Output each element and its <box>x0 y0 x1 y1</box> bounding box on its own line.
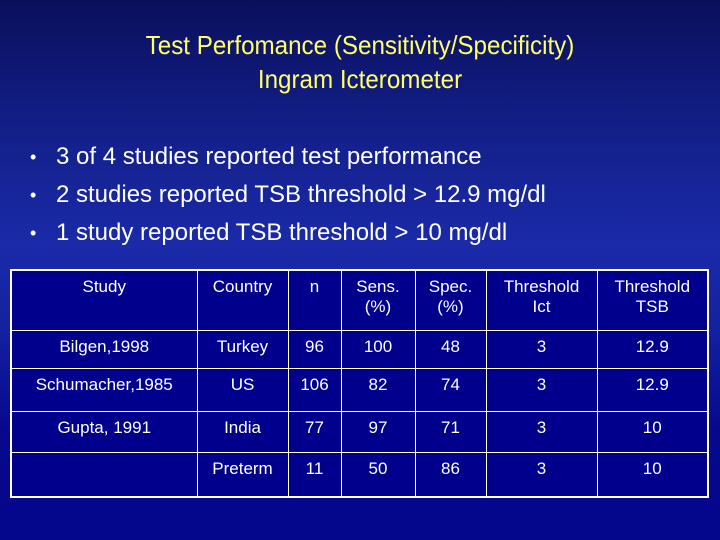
cell-threshold-ict: 3 <box>485 330 598 369</box>
bullet-item: • 1 study reported TSB threshold > 10 mg… <box>30 214 546 252</box>
table-row: Gupta, 1991 India 77 97 71 3 10 <box>10 411 709 453</box>
cell-study <box>10 452 198 498</box>
cell-study: Gupta, 1991 <box>10 411 198 453</box>
cell-n: 77 <box>287 411 342 453</box>
cell-country: US <box>196 368 289 412</box>
cell-n: 96 <box>287 330 342 369</box>
cell-n: 11 <box>287 452 342 498</box>
bullet-list: • 3 of 4 studies reported test performan… <box>30 138 546 252</box>
table-row: Bilgen,1998 Turkey 96 100 48 3 12.9 <box>10 330 709 369</box>
cell-spec: 74 <box>414 368 487 412</box>
cell-threshold-tsb: 12.9 <box>596 368 709 412</box>
bullet-text: 1 study reported TSB threshold > 10 mg/d… <box>56 219 508 246</box>
bullet-icon: • <box>30 223 37 243</box>
cell-study: Schumacher,1985 <box>10 368 198 412</box>
cell-sens: 100 <box>340 330 416 369</box>
header-sensitivity: Sens. (%) <box>340 269 416 331</box>
header-study: Study <box>10 269 198 331</box>
cell-study: Bilgen,1998 <box>10 330 198 369</box>
title-line-2: Ingram Icterometer <box>257 64 463 94</box>
bullet-item: • 3 of 4 studies reported test performan… <box>30 138 546 176</box>
cell-country: India <box>196 411 289 453</box>
bullet-icon: • <box>30 147 37 167</box>
header-threshold-tsb: Threshold TSB <box>596 269 709 331</box>
cell-n: 106 <box>287 368 342 412</box>
bullet-icon: • <box>30 185 37 205</box>
slide-title: Test Perfomance (Sensitivity/Specificity… <box>25 28 695 96</box>
table-row: Preterm 11 50 86 3 10 <box>10 452 709 498</box>
cell-country: Turkey <box>196 330 289 369</box>
cell-sens: 50 <box>340 452 416 498</box>
header-specificity: Spec. (%) <box>414 269 487 331</box>
cell-threshold-ict: 3 <box>485 452 598 498</box>
study-performance-table: Study Country n Sens. (%) Spec. (%) Thresh… <box>10 269 709 498</box>
cell-threshold-tsb: 10 <box>596 411 709 453</box>
cell-threshold-tsb: 12.9 <box>596 330 709 369</box>
bullet-item: • 2 studies reported TSB threshold > 12.… <box>30 176 546 214</box>
cell-country: Preterm <box>196 452 289 498</box>
table-row: Schumacher,1985 US 106 82 74 3 12.9 <box>10 368 709 412</box>
header-country: Country <box>196 269 289 331</box>
cell-threshold-ict: 3 <box>485 368 598 412</box>
cell-sens: 97 <box>340 411 416 453</box>
cell-spec: 71 <box>414 411 487 453</box>
cell-threshold-tsb: 10 <box>596 452 709 498</box>
title-line-1: Test Perfomance (Sensitivity/Specificity… <box>145 30 575 60</box>
bullet-text: 2 studies reported TSB threshold > 12.9 … <box>56 181 546 208</box>
cell-threshold-ict: 3 <box>485 411 598 453</box>
cell-spec: 86 <box>414 452 487 498</box>
table-header-row: Study Country n Sens. (%) Spec. (%) Thresh… <box>10 269 709 331</box>
cell-spec: 48 <box>414 330 487 369</box>
cell-sens: 82 <box>340 368 416 412</box>
header-threshold-ict: Threshold Ict <box>485 269 598 331</box>
header-n: n <box>287 269 342 331</box>
bullet-text: 3 of 4 studies reported test performance <box>56 143 482 170</box>
